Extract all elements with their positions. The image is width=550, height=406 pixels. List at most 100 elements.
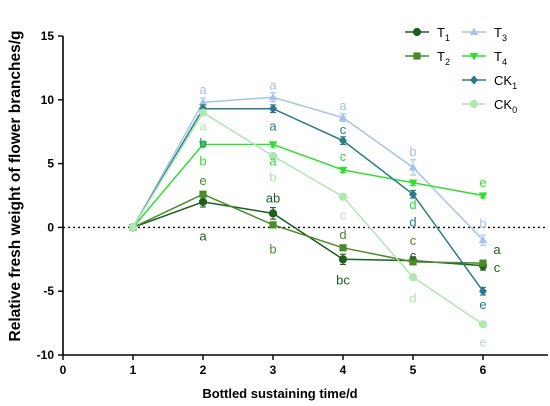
data-point <box>479 259 487 267</box>
data-point <box>198 97 208 106</box>
legend-label: T2 <box>437 49 450 67</box>
series-line-t3 <box>132 96 484 241</box>
data-point <box>338 255 348 264</box>
data-point <box>128 223 138 232</box>
x-tick-label: 3 <box>270 363 277 377</box>
series-t2 <box>129 190 487 267</box>
significance-letter: d <box>339 227 346 242</box>
y-tick-label: 5 <box>47 157 54 171</box>
data-point <box>338 192 348 201</box>
legend-label: T3 <box>494 25 507 43</box>
series-ck1 <box>129 104 487 296</box>
data-point <box>408 273 418 282</box>
significance-letter: d <box>409 197 416 212</box>
legend-label-base: T <box>437 25 445 40</box>
significance-letter: e <box>479 335 486 350</box>
data-point <box>199 190 207 198</box>
data-point <box>198 108 208 117</box>
data-point <box>338 166 348 175</box>
series-line-t4 <box>132 143 484 228</box>
significance-letter: c <box>340 122 347 137</box>
data-point <box>409 189 417 199</box>
data-point <box>198 197 208 206</box>
legend-label-subscript: 1 <box>445 33 450 43</box>
significance-letter: b <box>199 153 206 168</box>
data-point <box>198 141 208 149</box>
series-line-t2 <box>132 193 484 264</box>
legend-label: CK1 <box>494 73 517 91</box>
legend-label-base: CK <box>494 73 512 88</box>
significance-letter: a <box>493 242 501 257</box>
significance-letter: e <box>479 297 486 312</box>
series-line-ck0 <box>132 111 484 325</box>
legend-label-base: T <box>437 49 445 64</box>
legend-label-subscript: 2 <box>445 57 450 67</box>
legend-marker <box>469 52 479 61</box>
significance-letter: d <box>409 291 416 306</box>
y-tick-label: -10 <box>37 348 55 362</box>
significance-letter: bc <box>336 273 350 288</box>
significance-letter: a <box>269 153 277 168</box>
significance-letter: b <box>199 136 206 151</box>
x-tick-label: 4 <box>340 363 347 377</box>
legend-item-t3: T3 <box>462 25 507 43</box>
y-axis-title: Relative fresh weight of flower branches… <box>7 31 24 342</box>
legend-item-t4: T4 <box>462 49 507 67</box>
significance-letter: ab <box>266 190 280 205</box>
x-tick-label: 6 <box>480 363 487 377</box>
data-point <box>478 192 488 200</box>
significance-letter: b <box>269 241 276 256</box>
y-tick-label: 10 <box>41 93 55 107</box>
y-tick-label: -5 <box>43 284 54 298</box>
significance-letter: b <box>479 216 486 231</box>
legend-marker <box>413 52 421 60</box>
legend-marker <box>469 27 479 36</box>
significance-letter: e <box>199 173 206 188</box>
y-tick-label: 15 <box>41 29 55 43</box>
x-tick-label: 1 <box>130 363 137 377</box>
x-tick-label: 0 <box>60 363 67 377</box>
significance-letter: e <box>479 175 486 190</box>
significance-letter: b <box>409 144 416 159</box>
legend-label-base: CK <box>494 97 512 112</box>
significance-letter: a <box>269 77 277 92</box>
data-point <box>339 244 347 252</box>
series-line-t1 <box>132 201 484 267</box>
x-axis-title: Bottled sustaining time/d <box>202 386 357 401</box>
significance-letter: a <box>339 98 347 113</box>
data-point <box>269 221 277 229</box>
legend-marker <box>470 75 478 85</box>
data-point <box>268 209 278 218</box>
significance-letter: c <box>410 233 417 248</box>
series-line-ck1 <box>132 107 484 292</box>
data-point <box>479 286 487 296</box>
legend-item-t1: T1 <box>405 25 450 43</box>
legend-label-base: T <box>494 25 502 40</box>
series-group <box>128 92 488 329</box>
data-point <box>409 258 417 266</box>
legend-label-subscript: 0 <box>512 105 517 115</box>
series-t1 <box>128 196 488 271</box>
data-point <box>338 113 348 121</box>
y-tick-label: 0 <box>47 220 54 234</box>
significance-letter: a <box>269 118 277 133</box>
legend-label: T1 <box>437 25 450 43</box>
legend-item-ck0: CK0 <box>462 97 517 115</box>
data-point <box>269 104 277 114</box>
x-tick-label: 2 <box>200 363 207 377</box>
data-point <box>268 151 278 161</box>
significance-letter: a <box>199 118 207 133</box>
data-point <box>478 320 488 329</box>
series-t4 <box>128 141 488 232</box>
significance-letter: a <box>199 229 207 244</box>
significance-letter: b <box>269 169 276 184</box>
legend-label: T4 <box>494 49 507 67</box>
legend-marker <box>412 27 422 37</box>
significance-letter: c <box>340 149 347 164</box>
significance-letter: a <box>199 82 207 97</box>
significance-letter: d <box>409 215 416 230</box>
